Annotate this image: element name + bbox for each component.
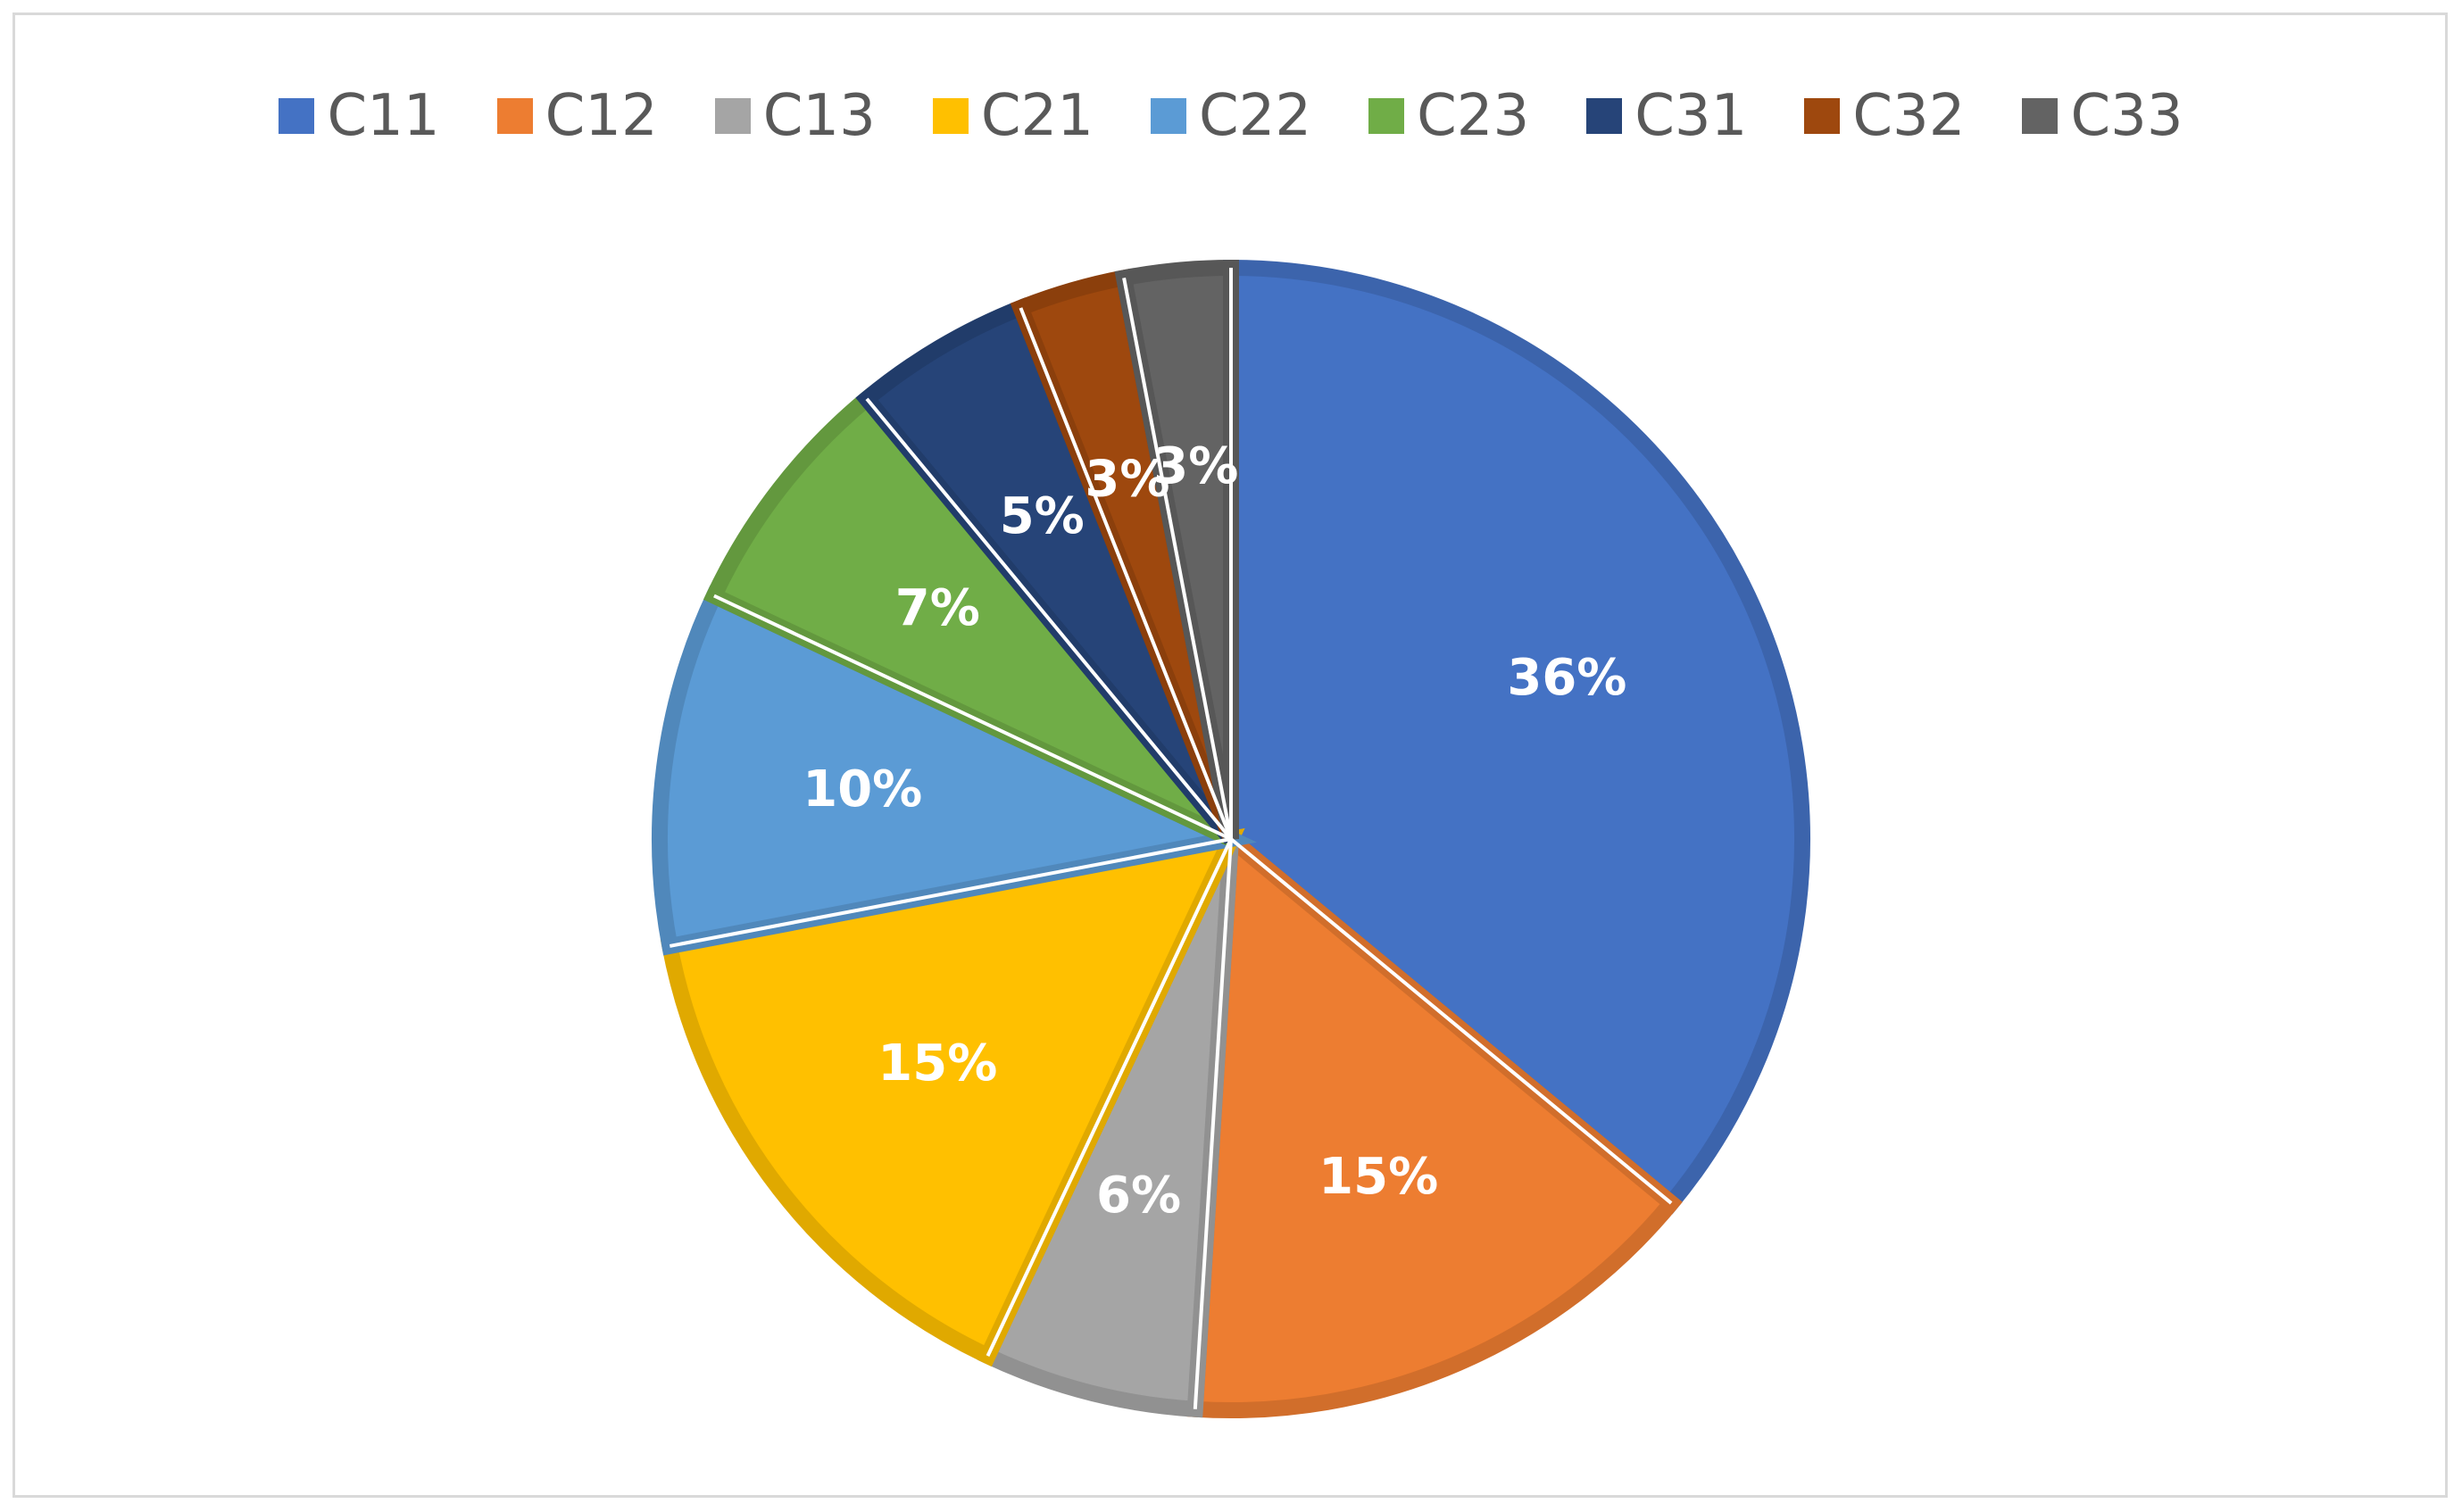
pie-separator: [669, 837, 1232, 948]
legend-item-c23: C23: [1368, 87, 1529, 145]
legend-swatch-c13: [714, 98, 751, 134]
pie-label-c12: 15%: [1318, 1148, 1438, 1206]
legend-swatch-c21: [932, 98, 969, 134]
pie-label-c23: 7%: [895, 579, 980, 637]
legend-label-c33: C33: [2070, 83, 2183, 149]
pie-separator: [713, 594, 1232, 841]
pie-label-c11: 36%: [1507, 649, 1626, 707]
legend-label-c23: C23: [1417, 83, 1530, 149]
pie-slice-labels: 36%15%6%15%10%7%5%3%3%: [803, 437, 1626, 1225]
pie-label-c31: 5%: [1000, 487, 1085, 545]
legend-swatch-c22: [1150, 98, 1186, 134]
pie-separator: [865, 397, 1233, 841]
pie-slice-c22: [652, 585, 1257, 956]
pie-separator: [986, 838, 1233, 1357]
legend-label-c31: C31: [1634, 83, 1748, 149]
legend-swatch-c12: [496, 98, 533, 134]
pie-label-c21: 15%: [878, 1034, 997, 1092]
pie-label-c22: 10%: [803, 760, 922, 818]
legend-label-c22: C22: [1198, 83, 1312, 149]
legend-item-c13: C13: [714, 83, 876, 149]
legend-item-c22: C22: [1150, 83, 1312, 149]
legend-swatch-c23: [1368, 98, 1405, 134]
pie-slice-c12: [1186, 822, 1683, 1419]
pie-slice-c11: [1223, 259, 1810, 1215]
legend-item-c12: C12: [496, 83, 658, 149]
pie-slices: [652, 259, 1810, 1419]
pie-separator: [1193, 838, 1233, 1409]
legend-item-c33: C33: [2022, 87, 2183, 145]
legend-item-c31: C31: [1586, 87, 1747, 145]
pie-separator: [1229, 837, 1673, 1205]
legend-swatch-c31: [1586, 98, 1623, 134]
pie-label-c13: 6%: [1096, 1167, 1181, 1225]
legend-label-c32: C32: [1852, 83, 1966, 149]
legend-item-c32: C32: [1804, 87, 1965, 145]
pie-label-c33: 3%: [1153, 437, 1238, 495]
legend-label-c12: C12: [545, 83, 658, 149]
pie-slice-c21: [660, 827, 1245, 1367]
chart-legend: C11 C12 C13 C21 C22 C23 C31 C32 C33: [0, 87, 2462, 145]
legend-label-c21: C21: [980, 83, 1094, 149]
legend-item-c21: C21: [932, 83, 1094, 149]
legend-label-c13: C13: [762, 83, 876, 149]
pie-label-c32: 3%: [1085, 451, 1169, 509]
legend-label-c11: C11: [327, 83, 440, 149]
pie-separator: [1122, 277, 1233, 840]
pie-separator: [1019, 307, 1233, 840]
legend-item-c11: C11: [279, 83, 440, 149]
legend-swatch-c33: [2022, 98, 2059, 134]
legend-swatch-c11: [279, 98, 315, 134]
pie-slice-c23: [703, 387, 1237, 847]
legend-swatch-c32: [1804, 98, 1841, 134]
